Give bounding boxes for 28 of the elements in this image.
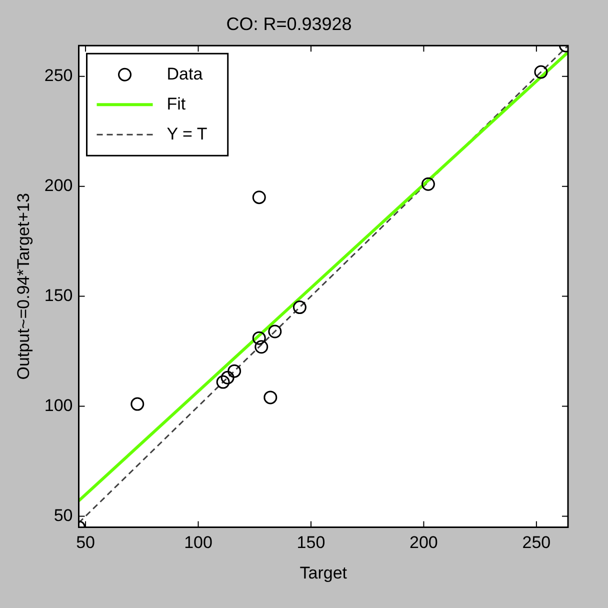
y-tick-label: 150 (44, 286, 73, 305)
point (254, 340, 268, 354)
point (292, 300, 306, 314)
y-tick-label: 250 (44, 66, 73, 86)
y-axis-title: Output~=0.94*Target+13 (14, 193, 33, 380)
x-tick-label: 150 (296, 533, 326, 552)
y-tick-label: 200 (44, 176, 73, 196)
y-tick-label: 50 (54, 506, 73, 525)
point (228, 364, 242, 378)
point (264, 390, 278, 404)
legend-label: Y = T (166, 124, 208, 144)
legend-label: Fit (166, 94, 186, 114)
point (421, 177, 435, 191)
x-tick-label: 50 (76, 533, 95, 552)
x-tick-label: 100 (184, 533, 212, 552)
point (252, 190, 266, 204)
point (534, 65, 548, 79)
point (216, 375, 230, 389)
point (268, 324, 282, 338)
point (252, 331, 266, 345)
y-tick-label: 100 (44, 396, 73, 415)
x-axis-title: Target (300, 563, 348, 582)
point (220, 370, 234, 384)
legend-label: Data (166, 64, 204, 84)
x-tick-label: 200 (410, 533, 438, 552)
point (130, 397, 144, 411)
chart-title: CO: R=0.93928 (226, 14, 352, 34)
x-tick-label: 250 (522, 533, 551, 552)
